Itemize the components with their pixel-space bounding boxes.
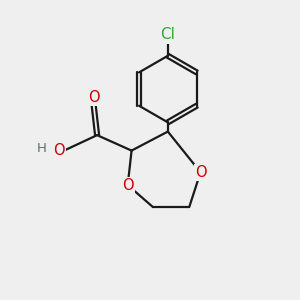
Text: Cl: Cl [160,28,175,43]
Text: O: O [88,90,99,105]
Text: O: O [53,142,65,158]
Text: O: O [122,178,134,193]
Text: O: O [195,165,206,180]
Text: H: H [37,142,47,155]
